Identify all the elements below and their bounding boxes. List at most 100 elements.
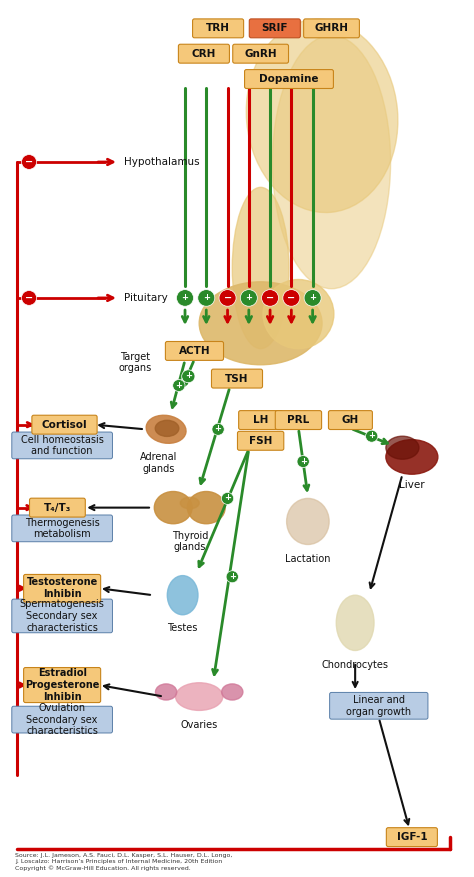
Text: Hypothalamus: Hypothalamus [124,157,199,167]
Text: Ovulation
Secondary sex
characteristics: Ovulation Secondary sex characteristics [26,703,98,736]
Text: Ovaries: Ovaries [181,720,218,730]
Circle shape [365,431,378,442]
Text: Adrenal
glands: Adrenal glands [140,453,178,474]
Text: Chondrocytes: Chondrocytes [322,660,389,670]
Text: Thermogenesis
metabolism: Thermogenesis metabolism [25,517,100,539]
FancyBboxPatch shape [233,44,289,63]
Ellipse shape [386,436,419,460]
Ellipse shape [232,188,289,349]
FancyBboxPatch shape [29,498,85,517]
Text: FSH: FSH [249,436,273,446]
Text: −: − [25,293,33,303]
Ellipse shape [180,497,199,509]
FancyBboxPatch shape [275,410,321,430]
Text: +: + [309,293,316,302]
FancyBboxPatch shape [24,667,100,702]
Text: +: + [229,572,236,581]
Ellipse shape [146,415,186,443]
FancyBboxPatch shape [24,574,100,602]
FancyBboxPatch shape [32,415,97,434]
Ellipse shape [222,684,243,700]
FancyBboxPatch shape [386,828,438,846]
Text: Spermatogenesis
Secondary sex
characteristics: Spermatogenesis Secondary sex characteri… [20,599,105,632]
Circle shape [262,289,279,306]
Ellipse shape [263,280,334,349]
Circle shape [226,571,238,582]
Text: IGF-1: IGF-1 [397,832,427,842]
Text: −: − [266,293,274,303]
Ellipse shape [386,439,438,474]
Text: Testes: Testes [167,623,198,633]
Ellipse shape [273,35,391,289]
Text: +: + [246,293,252,302]
Text: Dopamine: Dopamine [259,74,319,84]
Text: Linear and
organ growth: Linear and organ growth [346,695,411,717]
FancyBboxPatch shape [178,44,229,63]
Circle shape [176,289,193,306]
FancyBboxPatch shape [12,432,112,459]
FancyBboxPatch shape [165,341,224,360]
Text: ACTH: ACTH [179,346,210,356]
Text: Cell homeostasis
and function: Cell homeostasis and function [21,435,104,456]
Ellipse shape [155,684,177,700]
Ellipse shape [175,683,223,710]
Ellipse shape [287,498,329,545]
Text: −: − [25,157,33,167]
FancyBboxPatch shape [237,431,284,450]
FancyBboxPatch shape [12,515,112,542]
Circle shape [219,289,236,306]
FancyBboxPatch shape [328,410,373,430]
Text: −: − [287,293,295,303]
Circle shape [283,289,300,306]
FancyBboxPatch shape [192,19,244,38]
FancyBboxPatch shape [245,69,333,89]
Circle shape [212,424,224,435]
Text: Testosterone
Inhibin: Testosterone Inhibin [27,577,98,599]
Text: Target
organs: Target organs [119,352,152,374]
FancyBboxPatch shape [12,599,112,632]
Text: SRIF: SRIF [262,24,288,33]
Circle shape [198,289,215,306]
FancyBboxPatch shape [211,369,263,388]
Text: GHRH: GHRH [315,24,348,33]
Ellipse shape [199,282,322,365]
Text: Lactation: Lactation [285,553,331,564]
Ellipse shape [246,19,398,212]
Text: +: + [203,293,210,302]
Text: CRH: CRH [191,49,216,59]
Text: TSH: TSH [225,374,249,383]
Circle shape [21,154,36,169]
Ellipse shape [167,575,198,615]
Circle shape [304,289,321,306]
FancyBboxPatch shape [12,706,112,733]
Text: +: + [185,371,192,381]
FancyBboxPatch shape [238,410,283,430]
Text: +: + [175,381,182,389]
Ellipse shape [155,420,179,437]
Text: Liver: Liver [399,480,425,490]
FancyBboxPatch shape [249,19,301,38]
Text: +: + [182,293,189,302]
Circle shape [221,492,234,504]
FancyBboxPatch shape [329,693,428,719]
Text: GH: GH [342,415,359,425]
Circle shape [240,289,257,306]
Text: +: + [368,431,375,440]
Text: TRH: TRH [206,24,230,33]
Ellipse shape [187,491,225,524]
Circle shape [173,380,185,391]
Text: Estradiol
Progesterone
Inhibin: Estradiol Progesterone Inhibin [25,668,100,702]
Circle shape [297,455,310,467]
Text: LH: LH [253,415,268,425]
Text: Source: J.L. Jameson, A.S. Fauci, D.L. Kasper, S.L. Hauser, D.L. Longo,
J. Losca: Source: J.L. Jameson, A.S. Fauci, D.L. K… [15,853,232,871]
Text: Thyroid
glands: Thyroid glands [172,531,208,553]
FancyBboxPatch shape [304,19,359,38]
Text: Pituitary: Pituitary [124,293,167,303]
Text: Cortisol: Cortisol [42,420,87,430]
Ellipse shape [336,595,374,651]
Text: +: + [224,494,231,503]
Text: PRL: PRL [287,415,310,425]
Text: +: + [215,424,222,433]
Circle shape [182,370,195,382]
Text: −: − [223,293,232,303]
